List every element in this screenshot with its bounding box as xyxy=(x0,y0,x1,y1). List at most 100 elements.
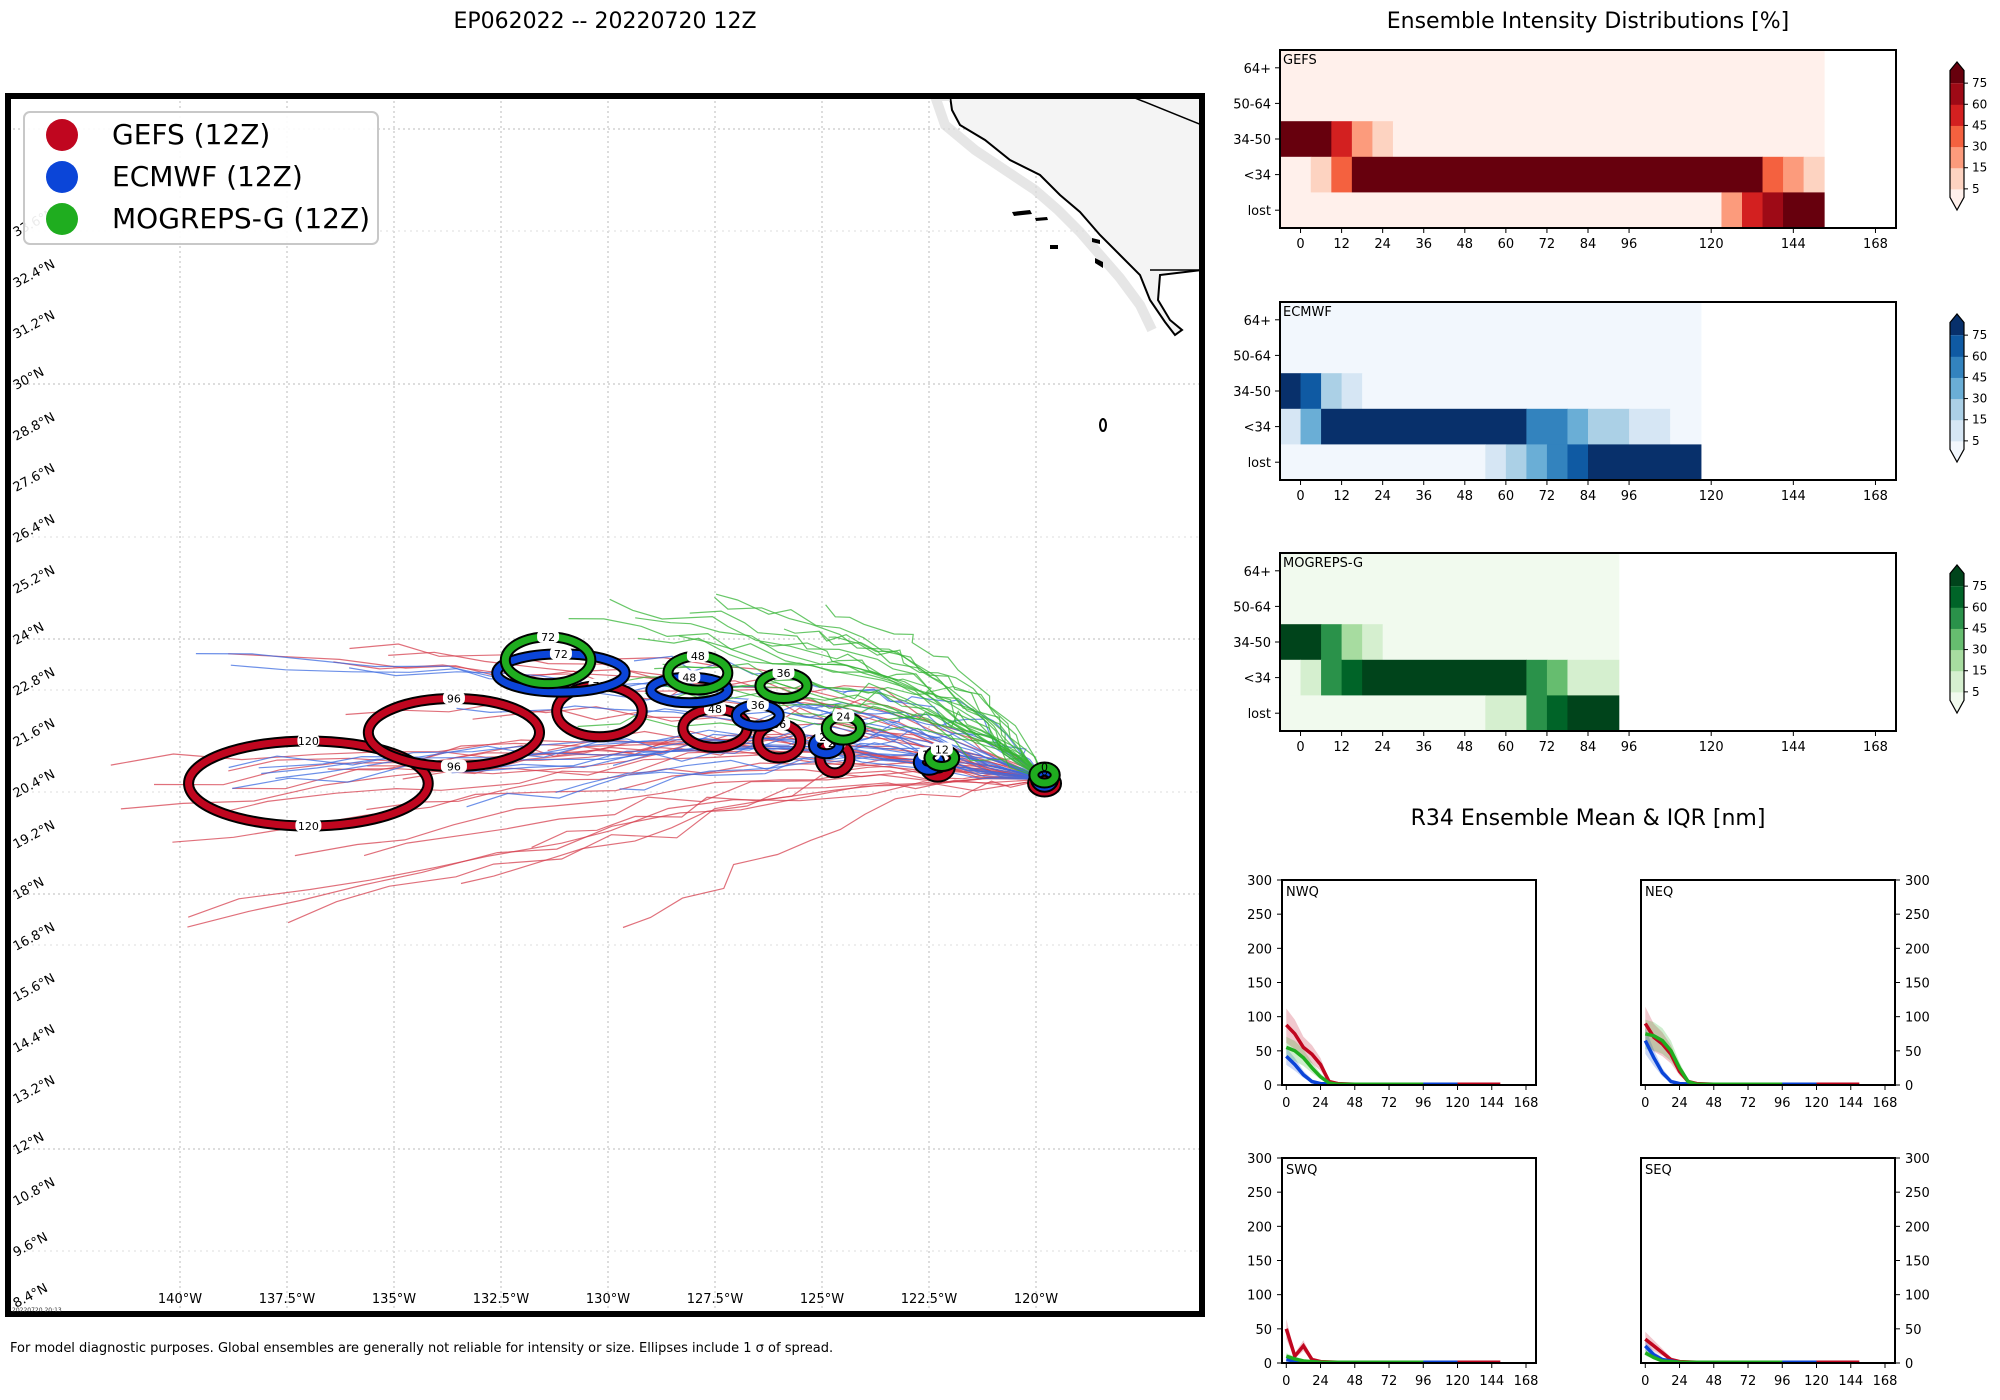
heatmap-row-label: <34 xyxy=(1244,672,1271,687)
heatmap-cell xyxy=(1280,337,1702,374)
heatmap-cell xyxy=(1321,373,1343,410)
ellipse-hour-label: 24 xyxy=(836,710,850,723)
heatmap-panel-mogreps-g: MOGREPS-G 64+ 50-64 34-50 <34 lost 0 12 24 36 48 60… xyxy=(1233,552,1987,755)
gefs-legend-label: GEFS (12Z) xyxy=(112,118,270,151)
heatmap-cell xyxy=(1721,192,1743,229)
r34-y-tick: 100 xyxy=(1905,1289,1930,1304)
heatmap-x-tick: 72 xyxy=(1539,740,1556,755)
r34-y-tick: 0 xyxy=(1905,1079,1913,1094)
lon-tick-label: 130°W xyxy=(586,1292,630,1307)
r34-y-tick: 150 xyxy=(1905,1255,1930,1270)
colorbar-tick: 5 xyxy=(1972,434,1980,448)
colorbar-swatch xyxy=(1950,377,1964,400)
heatmap-cell xyxy=(1280,553,1620,590)
heatmap-cell xyxy=(1280,85,1825,122)
colorbar-swatch xyxy=(1950,356,1964,378)
r34-y-tick: 250 xyxy=(1905,908,1930,923)
spread-ellipse: 48 xyxy=(645,670,734,709)
heatmap-cell xyxy=(1321,408,1527,445)
r34-x-tick: 120 xyxy=(1445,1096,1470,1111)
r34-x-tick: 168 xyxy=(1514,1096,1539,1111)
heatmap-x-tick: 36 xyxy=(1415,489,1432,504)
colorbar-swatch xyxy=(1950,607,1964,629)
heatmap-row-label: 50-64 xyxy=(1233,600,1271,615)
heatmap-cell xyxy=(1310,156,1332,193)
colorbar-tick: 45 xyxy=(1972,118,1987,132)
ellipse-hour-label: 72 xyxy=(541,631,555,644)
heatmap-cell xyxy=(1762,156,1784,193)
mogreps-legend-marker xyxy=(46,203,78,235)
heatmap-cell xyxy=(1321,659,1343,696)
r34-y-tick: 200 xyxy=(1247,942,1272,957)
heatmap-cell xyxy=(1526,408,1568,445)
colorbar-tick: 15 xyxy=(1972,664,1987,678)
heatmap-cell xyxy=(1742,192,1764,229)
heatmap-panel-label: MOGREPS-G xyxy=(1283,556,1363,571)
heatmap-x-tick: 96 xyxy=(1621,489,1638,504)
map-timestamp: 20220720 20:13 xyxy=(12,1307,62,1314)
colorbar-swatch xyxy=(1950,419,1964,442)
ensemble-track xyxy=(680,687,1046,780)
r34-x-tick: 144 xyxy=(1479,1374,1504,1389)
gefs-legend-marker xyxy=(46,119,78,151)
spread-ellipse: 36 xyxy=(754,666,813,704)
heatmap-x-tick: 0 xyxy=(1296,489,1304,504)
r34-x-tick: 48 xyxy=(1706,1374,1723,1389)
heatmap-row-label: lost xyxy=(1248,204,1271,219)
heatmap-x-tick: 24 xyxy=(1374,237,1391,252)
colorbar-swatch xyxy=(1950,440,1964,462)
ellipse-hour-label: 96 xyxy=(447,761,461,774)
r34-panel-label: SEQ xyxy=(1645,1163,1672,1178)
heatmap-x-tick: 0 xyxy=(1296,237,1304,252)
heatmap-cell xyxy=(1321,624,1343,661)
spread-ellipse: 120 120 xyxy=(183,734,434,833)
colorbar-tick: 45 xyxy=(1972,370,1987,384)
heatmap-cell xyxy=(1629,408,1671,445)
ellipse-hour-label: 12 xyxy=(935,744,949,757)
heatmap-x-tick: 84 xyxy=(1580,489,1597,504)
heatmap-cell xyxy=(1505,444,1527,481)
r34-x-tick: 96 xyxy=(1774,1374,1791,1389)
colorbar-tick: 45 xyxy=(1972,621,1987,635)
heatmap-row-label: 50-64 xyxy=(1233,97,1271,112)
spread-ellipse: 0 xyxy=(1028,761,1061,789)
colorbar-swatch xyxy=(1950,649,1964,672)
heatmap-cell xyxy=(1762,192,1784,229)
r34-y-tick: 50 xyxy=(1905,1323,1922,1338)
r34-y-tick: 250 xyxy=(1247,908,1272,923)
r34-x-tick: 72 xyxy=(1381,1096,1398,1111)
heatmap-cell xyxy=(1362,624,1384,661)
heatmap-x-tick: 60 xyxy=(1498,489,1515,504)
ensemble-track xyxy=(714,596,1046,780)
heatmap-cell xyxy=(1280,588,1620,625)
ensemble-track xyxy=(622,778,1045,929)
heatmap-x-tick: 24 xyxy=(1374,489,1391,504)
spread-ellipse: 36 xyxy=(730,697,785,732)
r34-y-tick: 200 xyxy=(1905,1220,1930,1235)
r34-x-tick: 72 xyxy=(1740,1374,1757,1389)
colorbar-tick: 75 xyxy=(1972,76,1987,90)
ensemble-track xyxy=(637,637,1045,780)
ensemble-track xyxy=(689,610,1046,780)
spread-ellipse: 72 xyxy=(499,629,597,690)
heatmap-cell xyxy=(1670,408,1702,445)
r34-x-tick: 120 xyxy=(1445,1374,1470,1389)
heatmap-cell xyxy=(1280,50,1825,87)
lon-tick-label: 120°W xyxy=(1014,1292,1058,1307)
heatmap-x-tick: 48 xyxy=(1457,489,1474,504)
ellipse-hour-label: 48 xyxy=(708,703,722,716)
r34-y-tick: 300 xyxy=(1247,874,1272,889)
lon-tick-label: 132.5°W xyxy=(473,1292,530,1307)
ensemble-track xyxy=(819,631,1046,780)
heatmap-cell xyxy=(1783,192,1825,229)
heatmap-x-tick: 36 xyxy=(1415,237,1432,252)
heatmap-cell xyxy=(1546,659,1568,696)
intensity-title: Ensemble Intensity Distributions [%] xyxy=(1387,9,1790,34)
r34-x-tick: 72 xyxy=(1381,1374,1398,1389)
heatmap-cell xyxy=(1351,121,1373,158)
spread-ellipses: 1201209696724836241207248362412072483624… xyxy=(183,629,1063,833)
heatmap-row-label: 34-50 xyxy=(1233,636,1271,651)
heatmap-x-tick: 60 xyxy=(1498,740,1515,755)
colorbar-tick: 30 xyxy=(1972,140,1987,154)
r34-y-tick: 150 xyxy=(1905,977,1930,992)
